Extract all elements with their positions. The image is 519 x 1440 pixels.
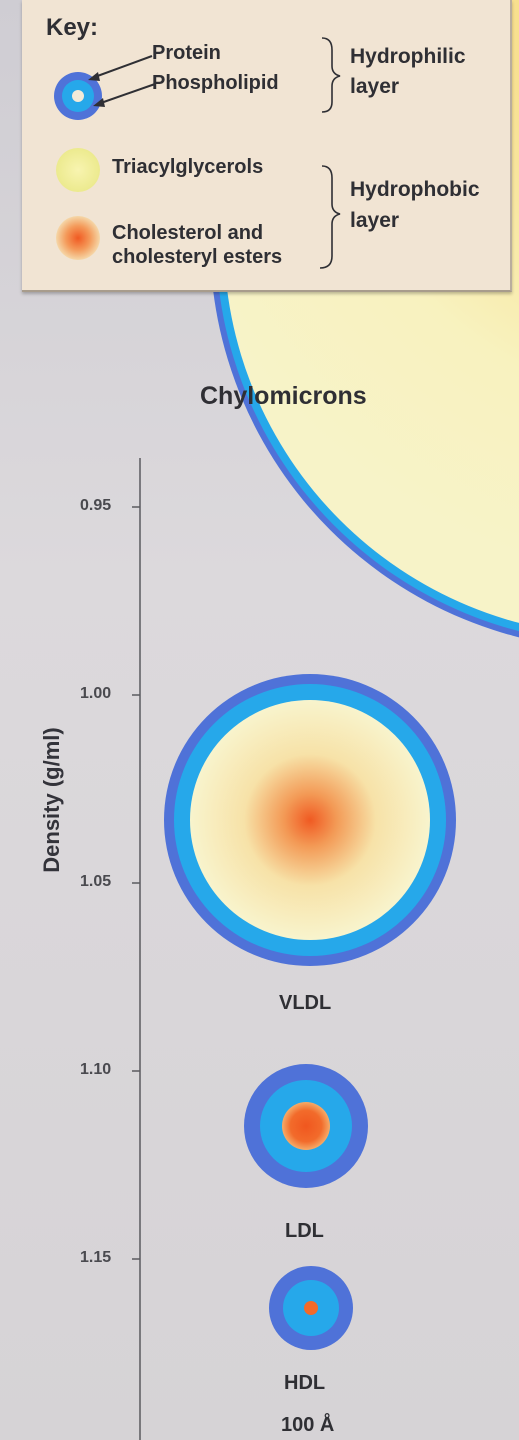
hydrophobic-brace (319, 165, 341, 269)
key-cholesterol-swatch (56, 216, 100, 260)
hdl-label: HDL (284, 1372, 326, 1394)
phospholipid-arrow (97, 83, 156, 105)
tick-label-1-10: 1.10 (80, 1061, 112, 1078)
ldl-particle (244, 1064, 368, 1188)
protein-label: Protein (152, 42, 221, 64)
phospholipid-label: Phospholipid (152, 72, 279, 94)
vldl-label: VLDL (279, 992, 332, 1014)
phospholipid-arrow-head (93, 98, 105, 107)
key-center-dot (72, 90, 84, 102)
cholesterol-label-line2: cholesteryl esters (112, 246, 283, 268)
tick-label-1-15: 1.15 (80, 1249, 112, 1266)
ldl-label: LDL (285, 1220, 324, 1242)
tick-label-0-95: 0.95 (80, 497, 112, 514)
ldl-core (282, 1102, 330, 1150)
key-panel: Key: Protein Phospholipid Hydrophilic la… (22, 0, 512, 292)
axis-title: Density (g/ml) (39, 727, 64, 873)
hydrophobic-label-line1: Hydrophobic (350, 178, 480, 201)
protein-arrow (91, 55, 153, 79)
triacylglycerols-label: Triacylglycerols (112, 156, 264, 178)
tick-label-1-05: 1.05 (80, 873, 112, 890)
key-title: Key: (46, 14, 99, 41)
scale-label: 100 Å (281, 1414, 335, 1436)
tick-label-1-00: 1.00 (80, 685, 112, 702)
hydrophobic-label-line2: layer (350, 209, 400, 232)
cholesterol-label-line1: Cholesterol and (112, 222, 264, 244)
protein-arrow-head (88, 72, 100, 81)
key-graphics (54, 37, 341, 269)
hdl-particle (269, 1266, 353, 1350)
hydrophilic-label-line1: Hydrophilic (350, 45, 466, 68)
vldl-core (190, 700, 430, 940)
hydrophilic-brace (321, 37, 341, 113)
key-triacylglycerols-swatch (56, 148, 100, 192)
hdl-core (304, 1301, 318, 1315)
vldl-particle (164, 674, 456, 966)
density-axis (132, 458, 141, 1440)
chylomicrons-label: Chylomicrons (200, 382, 367, 410)
hydrophilic-label-line2: layer (350, 75, 400, 98)
